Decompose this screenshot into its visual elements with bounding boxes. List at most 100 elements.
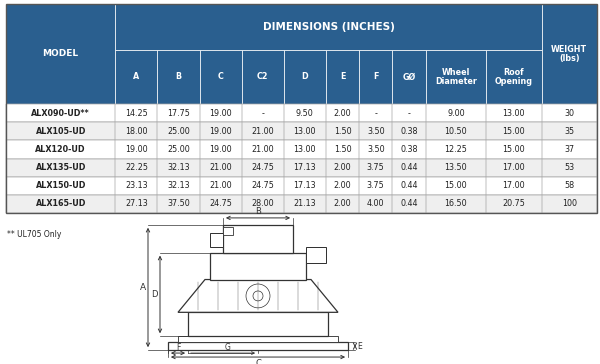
Text: 2.00: 2.00 bbox=[334, 109, 352, 118]
Bar bbox=[326, 104, 359, 122]
Bar bbox=[486, 158, 542, 177]
Bar bbox=[326, 141, 359, 158]
Text: 1.50: 1.50 bbox=[334, 145, 352, 154]
Bar bbox=[157, 141, 200, 158]
Bar bbox=[542, 122, 597, 141]
Bar bbox=[200, 158, 242, 177]
Text: 24.75: 24.75 bbox=[209, 199, 232, 208]
Text: 15.00: 15.00 bbox=[503, 145, 525, 154]
Bar bbox=[392, 50, 425, 104]
Text: 13.00: 13.00 bbox=[293, 127, 316, 136]
Bar bbox=[425, 141, 486, 158]
Text: ALX105-UD: ALX105-UD bbox=[35, 127, 86, 136]
Bar bbox=[157, 122, 200, 141]
Text: 35: 35 bbox=[564, 127, 574, 136]
Text: B: B bbox=[255, 207, 261, 217]
Bar bbox=[284, 158, 326, 177]
Polygon shape bbox=[178, 280, 338, 312]
Text: ALX165-UD: ALX165-UD bbox=[35, 199, 86, 208]
Text: 20.75: 20.75 bbox=[502, 199, 526, 208]
Bar bbox=[284, 122, 326, 141]
Bar bbox=[425, 158, 486, 177]
Text: 10.50: 10.50 bbox=[445, 127, 467, 136]
Bar bbox=[115, 141, 157, 158]
Text: -: - bbox=[261, 109, 264, 118]
Bar bbox=[6, 122, 115, 141]
Bar bbox=[223, 227, 233, 235]
Bar bbox=[242, 122, 284, 141]
Text: 19.00: 19.00 bbox=[209, 127, 232, 136]
Text: 2.00: 2.00 bbox=[334, 181, 352, 190]
Text: C: C bbox=[218, 72, 224, 82]
Text: 21.00: 21.00 bbox=[251, 145, 274, 154]
Text: 0.44: 0.44 bbox=[400, 181, 418, 190]
Bar bbox=[486, 122, 542, 141]
Bar bbox=[284, 50, 326, 104]
Text: 19.00: 19.00 bbox=[209, 145, 232, 154]
Text: 9.50: 9.50 bbox=[296, 109, 314, 118]
Bar bbox=[115, 177, 157, 195]
Bar bbox=[425, 177, 486, 195]
Bar bbox=[115, 104, 157, 122]
Bar bbox=[6, 122, 597, 141]
Bar bbox=[6, 141, 115, 158]
Bar bbox=[242, 104, 284, 122]
Text: 0.38: 0.38 bbox=[400, 127, 418, 136]
Text: -: - bbox=[407, 109, 410, 118]
Text: 1.50: 1.50 bbox=[334, 127, 352, 136]
Bar bbox=[200, 122, 242, 141]
Bar bbox=[326, 158, 359, 177]
Text: D: D bbox=[302, 72, 308, 82]
Text: ALX135-UD: ALX135-UD bbox=[35, 163, 86, 172]
Text: 24.75: 24.75 bbox=[251, 181, 274, 190]
Text: 3.50: 3.50 bbox=[367, 145, 385, 154]
Bar bbox=[392, 177, 425, 195]
Bar bbox=[284, 177, 326, 195]
Text: 2.00: 2.00 bbox=[334, 199, 352, 208]
Bar bbox=[359, 50, 392, 104]
Text: 17.13: 17.13 bbox=[293, 181, 316, 190]
Circle shape bbox=[253, 291, 263, 301]
Text: 25.00: 25.00 bbox=[167, 145, 190, 154]
Text: G: G bbox=[225, 343, 231, 352]
Text: MODEL: MODEL bbox=[43, 50, 79, 58]
Bar bbox=[306, 247, 326, 263]
Bar bbox=[200, 177, 242, 195]
Text: -: - bbox=[374, 109, 377, 118]
Bar bbox=[157, 50, 200, 104]
Text: DIMENSIONS (INCHES): DIMENSIONS (INCHES) bbox=[263, 22, 394, 32]
Bar bbox=[200, 104, 242, 122]
Bar bbox=[359, 122, 392, 141]
Bar bbox=[326, 50, 359, 104]
Text: 17.00: 17.00 bbox=[503, 181, 525, 190]
Text: 2.00: 2.00 bbox=[334, 163, 352, 172]
Bar bbox=[115, 195, 157, 213]
Text: 13.50: 13.50 bbox=[445, 163, 467, 172]
Bar bbox=[242, 177, 284, 195]
Bar bbox=[284, 141, 326, 158]
Text: E: E bbox=[357, 341, 362, 351]
Bar bbox=[326, 195, 359, 213]
Bar bbox=[486, 195, 542, 213]
Bar bbox=[425, 50, 486, 104]
Bar bbox=[223, 225, 293, 253]
Bar bbox=[157, 104, 200, 122]
Text: ALX090-UD**: ALX090-UD** bbox=[31, 109, 90, 118]
Bar bbox=[6, 177, 597, 195]
Text: Roof
Opening: Roof Opening bbox=[495, 68, 533, 86]
Bar bbox=[6, 104, 597, 122]
Text: 3.75: 3.75 bbox=[367, 163, 385, 172]
Text: 21.13: 21.13 bbox=[293, 199, 316, 208]
Bar bbox=[242, 50, 284, 104]
Text: ALX120-UD: ALX120-UD bbox=[35, 145, 86, 154]
Bar bbox=[242, 158, 284, 177]
Bar bbox=[425, 104, 486, 122]
Bar bbox=[115, 122, 157, 141]
Text: C: C bbox=[255, 359, 261, 364]
Text: 100: 100 bbox=[562, 199, 577, 208]
Text: 32.13: 32.13 bbox=[167, 181, 190, 190]
Text: 21.00: 21.00 bbox=[209, 163, 232, 172]
Bar bbox=[200, 195, 242, 213]
Bar bbox=[359, 104, 392, 122]
Bar bbox=[392, 195, 425, 213]
